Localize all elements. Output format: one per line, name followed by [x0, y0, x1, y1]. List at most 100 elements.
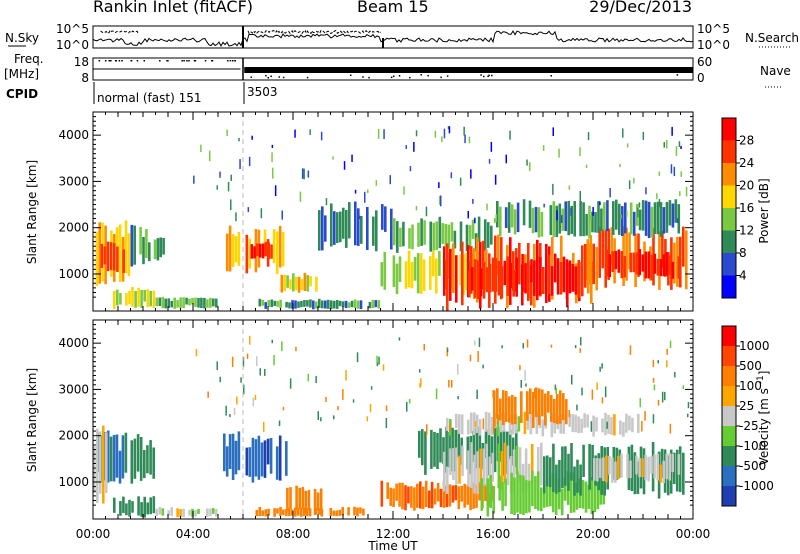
velocity-colorbar-tick-label-4: -25: [739, 419, 759, 433]
velocity-cell-11-21: [506, 445, 510, 486]
velocity-cell-15-22: [508, 414, 512, 435]
power-cell-15-35: [571, 263, 575, 292]
velocity-cell-11-4: [455, 447, 458, 485]
velocity-cell-14-18: [647, 456, 650, 482]
velocity-cell-9-17: [430, 481, 434, 509]
velocity-cell-12-34: [581, 480, 585, 509]
power-cell-3-4: [159, 237, 162, 258]
velocity-scatter-102: [580, 337, 582, 346]
velocity-colorbar-tick-label-3: 25: [739, 399, 754, 413]
velocity-scatter-85: [666, 348, 668, 355]
velocity-cell-12-6: [498, 476, 501, 501]
power-cell-18-22: [558, 203, 562, 234]
velocity-scatter-34: [231, 356, 234, 367]
power-cell-10-8: [279, 299, 282, 309]
velocity-colorbar-label-text: Velocity [m s: [757, 388, 771, 465]
power-scatter-103: [679, 191, 681, 197]
power-cell-3-0: [148, 242, 151, 262]
velocity-cell-13-44: [675, 449, 679, 492]
power-cell-9-6: [297, 276, 301, 293]
velocity-cell-12-32: [575, 482, 579, 510]
nsearch-tick-low: 10^0: [697, 38, 730, 52]
velocity-scatter-21: [451, 380, 453, 388]
power-scatter-17: [216, 185, 218, 190]
velocity-scatter-49: [370, 386, 373, 390]
power-cell-16-16: [628, 232, 631, 270]
power-cell-15-18: [521, 254, 524, 292]
velocity-cell-14-28: [677, 454, 681, 475]
power-scatter-58: [230, 174, 232, 181]
velocity-cell-11-27: [524, 448, 528, 493]
power-colorbar-tick-label-6: 28: [739, 134, 754, 148]
velocity-cell-15-53: [601, 418, 604, 433]
velocity-cell-15-33: [541, 419, 545, 437]
power-cell-5-1: [158, 297, 162, 306]
velocity-cell-11-10: [473, 454, 476, 494]
velocity-cell-9-12: [416, 483, 419, 508]
power-cell-10-15: [300, 300, 303, 308]
velocity-cell-7-8: [307, 489, 311, 511]
power-ylabel: Slant Range [km]: [25, 160, 39, 264]
power-cell-18-59: [668, 200, 672, 226]
power-cell-5-4: [167, 298, 170, 308]
power-cell-18-19: [549, 205, 553, 236]
velocity-cell-14-2: [599, 458, 602, 478]
velocity-scatter-64: [317, 411, 319, 420]
power-cell-11-5: [333, 211, 336, 245]
velocity-cell-15-4: [454, 413, 458, 429]
velocity-cell-12-39: [596, 482, 600, 510]
velocity-cell-10-27: [499, 430, 503, 462]
velocity-colorbar-tick-label-6: -500: [739, 459, 766, 473]
power-cell-18-14: [534, 206, 538, 233]
velocity-cell-14-9: [620, 453, 623, 478]
velocity-scatter-56: [376, 362, 379, 367]
power-cell-18-6: [510, 204, 514, 228]
power-scatter-69: [626, 143, 629, 148]
velocity-cell-15-10: [472, 412, 476, 436]
velocity-ytick-label-3: 4000: [58, 336, 89, 350]
power-cell-10-18: [309, 299, 312, 308]
power-cell-17-10: [635, 252, 639, 275]
power-scatter-24: [351, 154, 353, 162]
velocity-scatter-65: [482, 364, 484, 369]
velocity-scatter-79: [423, 343, 425, 351]
velocity-cell-4-4: [167, 510, 170, 516]
power-cell-5-9: [182, 297, 185, 308]
nave-dot-8: [183, 60, 185, 62]
power-ytick-label-3: 4000: [58, 128, 89, 142]
velocity-scatter-22: [246, 353, 249, 359]
power-cell-9-10: [309, 276, 312, 287]
velocity-cell-10-5: [433, 431, 436, 467]
nave-dot-b-24: [265, 74, 267, 77]
nave-dot-b-3: [398, 75, 401, 77]
power-cell-5-17: [206, 299, 209, 308]
velocity-cell-1-1: [96, 428, 99, 503]
power-scatter-16: [447, 126, 450, 130]
velocity-cell-14-4: [605, 455, 608, 483]
power-scatter-66: [526, 159, 528, 166]
nsky-trace: [92, 26, 694, 48]
power-cell-13-19: [450, 222, 454, 242]
power-cell-17-4: [617, 249, 621, 273]
power-cell-11-4: [330, 203, 333, 247]
power-cell-18-47: [632, 211, 636, 236]
power-cell-18-60: [671, 203, 675, 228]
velocity-cell-9-2: [386, 482, 389, 499]
velocity-cell-2-7: [152, 447, 155, 479]
velocity-cell-0-8: [121, 435, 125, 479]
power-cell-10-7: [276, 301, 279, 307]
power-cell-18-1: [496, 201, 499, 228]
power-cell-18-58: [665, 202, 669, 233]
power-scatter-108: [680, 171, 682, 177]
power-scatter-9: [675, 146, 678, 156]
power-scatter-36: [472, 198, 474, 204]
velocity-cell-11-0: [443, 451, 446, 492]
power-cell-15-6: [485, 267, 489, 293]
power-scatter-3: [389, 175, 391, 185]
velocity-cell-11-16: [491, 452, 495, 482]
velocity-cell-15-6: [460, 414, 464, 435]
velocity-cell-6-10: [275, 446, 279, 480]
power-scatter-61: [271, 144, 274, 148]
power-axes: 1000 2000 3000 4000: [58, 111, 694, 311]
velocity-cell-13-9: [570, 443, 573, 481]
